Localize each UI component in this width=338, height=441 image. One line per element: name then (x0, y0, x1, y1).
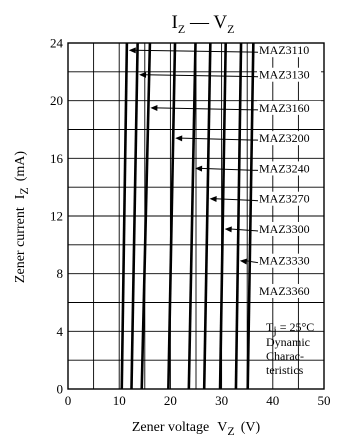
zener-curves (120, 42, 255, 390)
y-tick-label: 20 (50, 93, 63, 108)
label-background (257, 43, 321, 58)
label-arrowhead (209, 195, 217, 202)
y-tick-label: 4 (57, 324, 64, 339)
plot-frame (67, 42, 325, 390)
y-tick-label: 12 (50, 209, 63, 224)
label-arrowhead (175, 135, 183, 142)
y-tick-label: 0 (57, 382, 64, 397)
series-label-maz3360: MAZ3360 (259, 284, 310, 298)
label-leader-line (145, 74, 259, 78)
y-tick-label: 16 (50, 151, 64, 166)
label-arrowhead (195, 165, 203, 172)
series-label-maz3330: MAZ3330 (259, 254, 310, 268)
label-background (257, 161, 321, 176)
x-axis-label: Zener voltage VZ (V) (132, 420, 261, 438)
label-leader-line (215, 198, 259, 202)
y-tick-label: 24 (50, 36, 64, 51)
label-arrowhead (224, 226, 232, 233)
note-line-2: Dynamic (266, 335, 310, 349)
label-leader-line (134, 49, 259, 53)
label-arrowhead (128, 47, 136, 54)
curve-maz3110 (120, 42, 129, 390)
series-label-maz3270: MAZ3270 (259, 192, 310, 206)
label-background (257, 253, 321, 268)
label-leader-line (156, 107, 259, 111)
curve-maz3360 (246, 42, 255, 390)
note-line-4: teristics (266, 363, 304, 377)
curve-maz3200 (167, 42, 177, 390)
label-leader-line (245, 260, 259, 264)
part-labels: MAZ3110 MAZ3130 MAZ3160 MAZ3200 MAZ3240 MAZ32… (128, 43, 321, 298)
curve-maz3330 (234, 42, 243, 390)
label-background (257, 221, 321, 236)
condition-note: Tj = 25°C Dynamic Charac- teristics (266, 320, 314, 377)
series-label-maz3110: MAZ3110 (259, 43, 309, 57)
series-label-maz3160: MAZ3160 (259, 101, 310, 115)
label-background (257, 131, 321, 146)
label-arrowhead (150, 105, 158, 112)
tick-labels: 0 10 20 30 40 50 0 4 8 12 16 20 24 (50, 36, 331, 409)
series-label-maz3200: MAZ3200 (259, 131, 310, 145)
note-temperature: Tj = 25°C (266, 320, 314, 337)
label-background (257, 67, 321, 82)
x-tick-label: 20 (164, 393, 177, 408)
label-background (257, 100, 321, 115)
x-tick-label: 30 (215, 393, 228, 408)
label-leader-line (201, 167, 259, 171)
curve-maz3270 (202, 42, 212, 390)
chart-title: IZ — VZ (172, 12, 235, 36)
label-leader-line (230, 228, 259, 232)
label-background (257, 191, 321, 206)
curve-maz3240 (187, 42, 197, 390)
x-tick-label: 0 (65, 393, 72, 408)
series-label-maz3300: MAZ3300 (259, 222, 310, 236)
curve-maz3130 (130, 42, 139, 390)
series-label-maz3130: MAZ3130 (259, 68, 310, 82)
y-tick-label: 8 (57, 266, 64, 281)
y-axis-label: Zener currentIZ(mA) (13, 151, 31, 283)
note-line-3: Charac- (266, 349, 304, 363)
curve-maz3160 (140, 42, 152, 390)
x-tick-label: 50 (318, 393, 331, 408)
label-leader-line (181, 137, 259, 141)
curve-maz3300 (218, 42, 227, 390)
series-label-maz3240: MAZ3240 (259, 161, 310, 175)
label-background (257, 283, 321, 298)
label-arrowhead (239, 258, 248, 265)
x-tick-label: 10 (113, 393, 126, 408)
x-tick-label: 40 (266, 393, 279, 408)
label-arrowhead (139, 71, 147, 78)
